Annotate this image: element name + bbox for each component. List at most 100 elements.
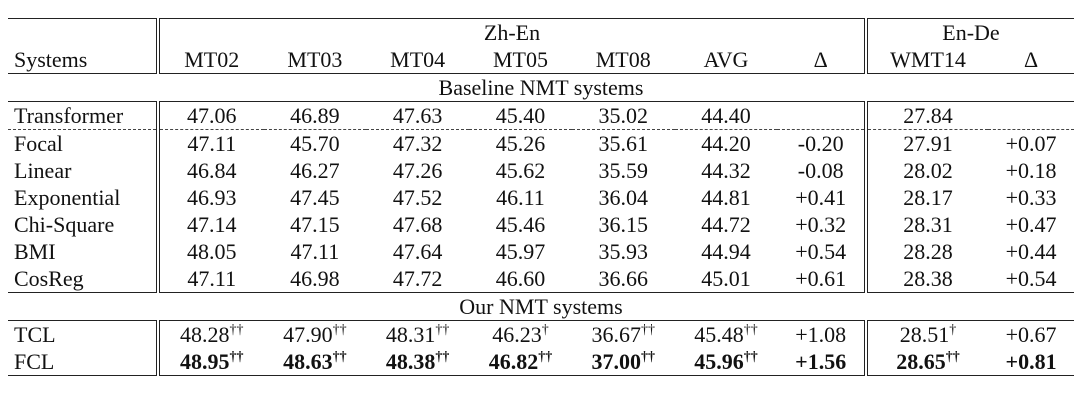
data-row: CosReg 47.11 46.98 47.72 46.60 36.66 45.01 +0.6… (8, 265, 1074, 293)
group-header-row: Zh-En En-De (8, 18, 1074, 46)
system-name: CosReg (14, 265, 84, 291)
cell: +0.67 (1005, 321, 1057, 347)
cell: 45.46 (495, 211, 546, 237)
cell: 47.11 (156, 265, 264, 293)
system-name: Focal (14, 130, 63, 156)
cell: 47.15 (290, 211, 340, 237)
cell-value: 48.28 (180, 321, 230, 347)
empty-cell (988, 101, 1074, 130)
column-header: AVG (674, 46, 778, 74)
significance-mark: †† (229, 349, 244, 365)
cell: 36.66 (598, 265, 648, 291)
cell: +0.54 (1005, 265, 1057, 291)
significance-mark: †† (945, 349, 960, 365)
cell: 47.32 (392, 130, 443, 156)
cell: 44.72 (701, 211, 751, 237)
cell: 45.40 (469, 101, 572, 130)
cell: 46.98 (290, 265, 340, 291)
cell: 47.26 (392, 157, 443, 183)
cell: 35.02 (571, 101, 675, 130)
cell: 46.23† (469, 321, 572, 349)
data-row: BMI 48.05 47.11 47.64 45.97 35.93 44.94 +0.54 28… (8, 238, 1074, 265)
cell: 45.96†† (674, 348, 778, 376)
section-row: Baseline NMT systems (8, 73, 1074, 102)
cell: 44.81 (701, 184, 751, 210)
cell: 48.63†† (263, 348, 367, 376)
cell-value: 48.95 (180, 348, 230, 374)
cell-value: 45.96 (694, 348, 744, 374)
cell: 45.48†† (675, 321, 778, 349)
cell: 46.84 (156, 157, 264, 184)
group-header: Zh-En (156, 18, 866, 46)
cell: 44.32 (701, 157, 751, 183)
cell: 47.11 (156, 129, 264, 157)
empty-cell (777, 101, 866, 130)
cell: +0.44 (1005, 238, 1057, 264)
data-row: TCL 48.28†† 47.90†† 48.31†† 46.23† 36.67†† 45.… (8, 320, 1074, 349)
cell: 48.05 (156, 238, 264, 265)
data-row: Focal 47.11 45.70 47.32 45.26 35.61 44.20 -0.20… (8, 129, 1074, 157)
significance-mark: †† (743, 349, 758, 365)
significance-mark: †† (229, 322, 244, 338)
cell: 27.84 (863, 101, 989, 130)
group-header: En-De (863, 18, 1074, 46)
significance-mark: †† (435, 322, 450, 338)
cell: 45.01 (701, 265, 751, 291)
cell: 28.38 (863, 265, 989, 293)
cell-value: 47.90 (283, 321, 333, 347)
cell: 28.28 (863, 238, 989, 265)
section-title: Our NMT systems (8, 292, 1074, 321)
results-table: Zh-En En-De Systems MT02 MT03 MT04 MT05 MT08 A… (8, 18, 1074, 376)
system-name: Chi-Square (14, 211, 115, 237)
cell: 46.82†† (469, 348, 572, 376)
cell: 47.63 (366, 101, 470, 130)
cell: 47.52 (392, 184, 443, 210)
cell: 48.38†† (366, 348, 470, 376)
table-body: Baseline NMT systems Transformer 47.06 46.8… (8, 73, 1074, 376)
cell: 47.72 (392, 265, 443, 291)
cell: 46.11 (496, 184, 545, 210)
cell: 48.31†† (366, 321, 469, 349)
cell-value: 37.00 (591, 348, 641, 374)
cell: 44.40 (674, 101, 778, 130)
data-row: Transformer 47.06 46.89 47.63 45.40 35.02 44.4… (8, 101, 1074, 130)
cell: 45.62 (495, 157, 546, 183)
column-header: MT08 (571, 46, 675, 74)
cell: 28.65†† (863, 348, 989, 376)
data-row: Chi-Square 47.14 47.15 47.68 45.46 36.15 44.72… (8, 211, 1074, 238)
cell: 47.64 (392, 238, 443, 264)
column-header: MT05 (469, 46, 572, 74)
cell-value: 28.51 (899, 321, 950, 347)
section-title: Baseline NMT systems (8, 73, 1074, 102)
section-row: Our NMT systems (8, 292, 1074, 321)
column-header-row: Systems MT02 MT03 MT04 MT05 MT08 AVG Δ WMT14 Δ (8, 46, 1074, 74)
cell: 44.94 (701, 238, 751, 264)
cell-value: 36.67 (591, 321, 641, 347)
cell: +1.56 (777, 348, 866, 376)
cell-value: 48.63 (283, 348, 333, 374)
system-name: Exponential (14, 184, 121, 210)
system-name: BMI (14, 238, 56, 264)
cell: -0.08 (797, 157, 844, 183)
column-header: Δ (777, 46, 866, 74)
cell-value: 46.23 (492, 321, 542, 347)
cell: 36.15 (598, 211, 648, 237)
cell: +0.18 (1005, 157, 1057, 183)
cell: 47.11 (290, 238, 340, 264)
cell: +1.08 (795, 321, 847, 347)
cell: 37.00†† (571, 348, 675, 376)
cell: 46.89 (263, 101, 367, 130)
system-name: Transformer (8, 101, 158, 130)
cell: 44.20 (701, 130, 751, 156)
column-header: Δ (988, 46, 1074, 74)
cell: +0.41 (795, 184, 847, 210)
cell: 47.14 (156, 211, 264, 238)
cell: +0.81 (988, 348, 1074, 376)
cell-value: 46.82 (488, 348, 539, 374)
cell-value: 28.65 (896, 348, 946, 374)
data-row: FCL 48.95†† 48.63†† 48.38†† 46.82†† 37.00†† 45… (8, 348, 1074, 376)
cell-value: 48.31 (385, 321, 436, 347)
cell: 45.26 (495, 130, 546, 156)
system-name: TCL (14, 321, 56, 347)
